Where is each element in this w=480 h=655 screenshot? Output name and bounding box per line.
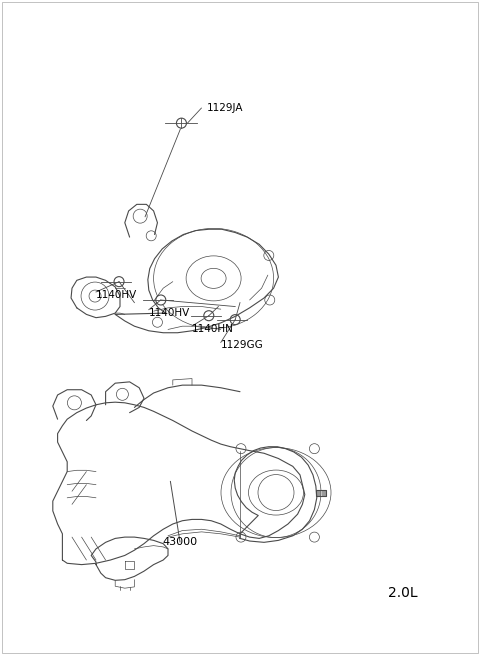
Text: 1140HN: 1140HN [192, 324, 234, 334]
Text: 1140HV: 1140HV [96, 290, 137, 300]
Circle shape [230, 314, 240, 325]
Text: 1140HV: 1140HV [149, 308, 190, 318]
Text: 2.0L: 2.0L [388, 586, 418, 600]
Circle shape [177, 118, 186, 128]
Circle shape [114, 276, 124, 287]
Circle shape [204, 310, 214, 321]
Text: 1129JA: 1129JA [206, 103, 243, 113]
Text: 1129GG: 1129GG [221, 341, 264, 350]
Circle shape [156, 295, 166, 305]
Text: 43000: 43000 [162, 537, 198, 547]
